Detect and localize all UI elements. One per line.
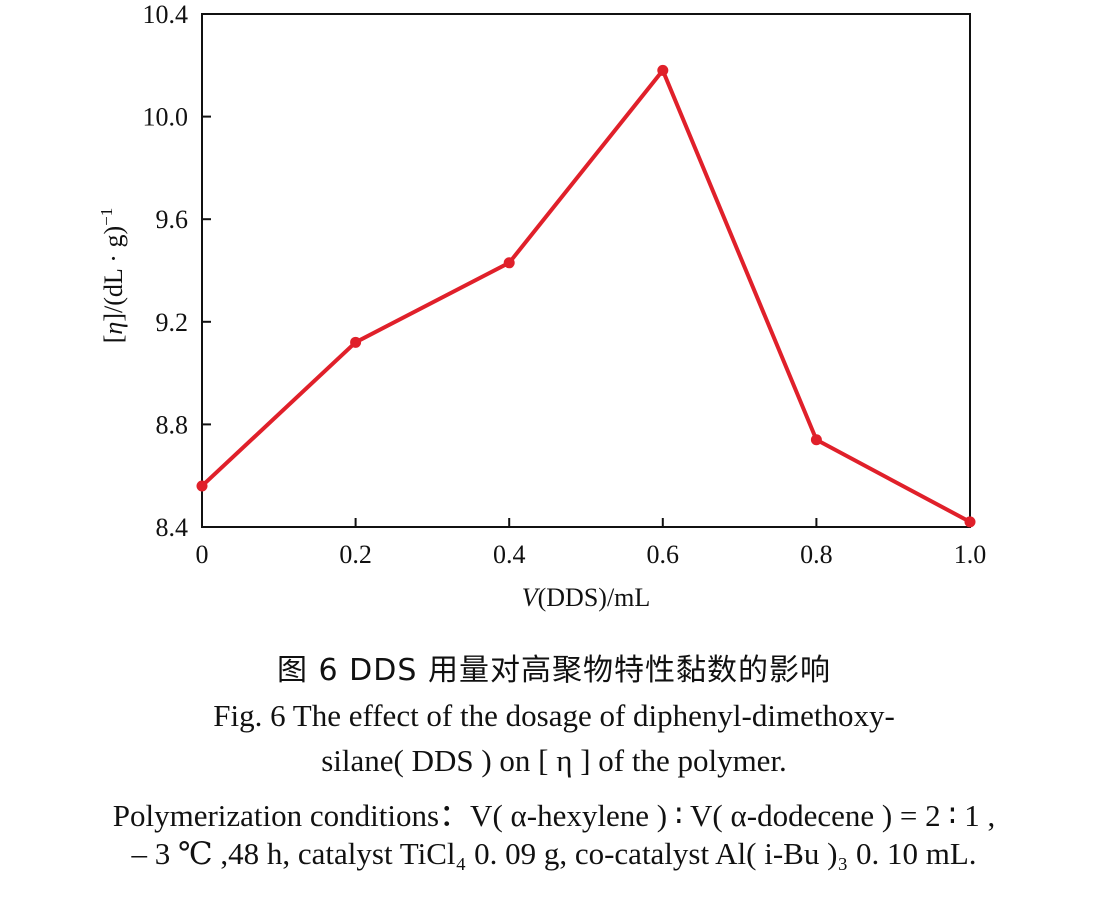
data-point	[503, 257, 515, 269]
figure-caption-english-line-2: silane( DDS ) on [ η ] of the polymer.	[321, 743, 787, 778]
x-tick-label: 0	[196, 540, 209, 569]
x-tick-label: 0.4	[493, 540, 526, 569]
data-point	[964, 516, 976, 528]
x-axis-title: V(DDS)/mL	[522, 583, 651, 612]
figure-caption-conditions-line-2: – 3 ℃ ,48 h, catalyst TiCl₄ 0. 09 g, co-…	[131, 836, 977, 871]
x-axis-ticks: 0 0.2 0.4 0.6 0.8 1.0	[196, 518, 987, 569]
data-point	[810, 434, 822, 446]
y-tick-label: 8.8	[156, 410, 189, 439]
y-tick-label: 9.2	[156, 308, 189, 337]
y-tick-label: 9.6	[156, 205, 189, 234]
series-layer	[196, 64, 976, 528]
plot-frame	[201, 13, 971, 528]
x-tick-label: 0.6	[647, 540, 680, 569]
data-point	[196, 480, 208, 492]
figure-caption-chinese: 图 6 DDS 用量对高聚物特性黏数的影响	[277, 653, 831, 688]
x-tick-label: 0.2	[339, 540, 372, 569]
data-point	[657, 64, 669, 76]
series-line	[200, 68, 971, 524]
y-axis-title: [η]/(dL · g)−1	[97, 208, 128, 343]
data-point	[350, 336, 362, 348]
y-tick-label: 10.4	[143, 0, 189, 29]
figure-caption-conditions-line-1: Polymerization conditions：V( α-hexylene …	[112, 798, 996, 833]
x-tick-label: 0.8	[800, 540, 833, 569]
figure-caption-english-line-1: Fig. 6 The effect of the dosage of diphe…	[213, 698, 895, 733]
x-tick-label: 1.0	[954, 540, 987, 569]
line-chart: 8.4 8.8 9.2 9.6 10.0 10.4 0 0.2 0.4 0.6 0.8 1.0 V(…	[97, 0, 987, 612]
y-tick-label: 8.4	[156, 513, 189, 542]
y-axis-ticks: 8.4 8.8 9.2 9.6 10.0 10.4	[143, 0, 211, 542]
y-tick-label: 10.0	[143, 103, 189, 132]
